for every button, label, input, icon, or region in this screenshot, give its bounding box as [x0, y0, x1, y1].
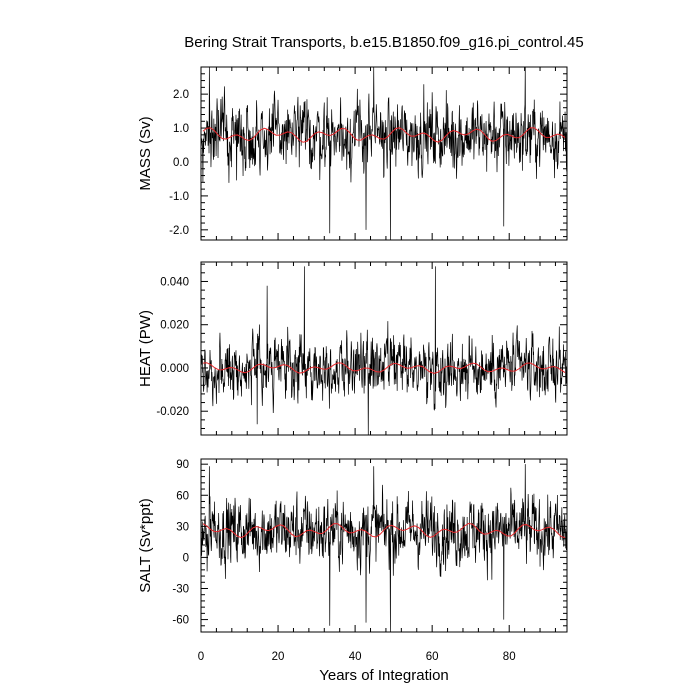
- panel-salt: -60 -30 0 30 60 90 SALT (Sv*ppt): [137, 458, 568, 633]
- y-tick-label: 0.000: [160, 363, 189, 375]
- x-tick-label: 80: [503, 651, 516, 663]
- x-tick-label: 20: [272, 651, 285, 663]
- panel-data-salt: [201, 464, 567, 632]
- y-tick-label: 1.0: [173, 123, 189, 135]
- raw-series-mass: [201, 67, 567, 240]
- y-axis-label-heat: HEAT (PW): [137, 310, 154, 387]
- y-tick-label: 0: [183, 552, 189, 564]
- y-tick-label: 30: [176, 521, 189, 533]
- x-tick-label: 0: [198, 651, 204, 663]
- x-axis-label: Years of Integration: [319, 667, 449, 684]
- chart-title: Bering Strait Transports, b.e15.B1850.f0…: [184, 34, 583, 51]
- smoothed-series-heat: [202, 362, 566, 374]
- panel-frame-mass: [200, 66, 568, 241]
- y-tick-label: 0.020: [160, 320, 189, 332]
- y-tick-label: 0.0: [173, 157, 189, 169]
- y-tick-label: 0.040: [160, 276, 189, 288]
- y-tick-label: -0.020: [156, 406, 189, 418]
- panel-heat: -0.020 0.000 0.020 0.040 HEAT (PW): [137, 261, 568, 436]
- y-tick-label: 2.0: [173, 89, 189, 101]
- x-axis: 0 20 40 60 80: [198, 651, 516, 663]
- x-tick-label: 40: [349, 651, 362, 663]
- panel-data-mass: [201, 67, 567, 240]
- y-tick-label: -60: [172, 615, 189, 627]
- y-tick-label: 60: [176, 490, 189, 502]
- y-tick-label: -2.0: [169, 225, 189, 237]
- y-tick-label: 90: [176, 459, 189, 471]
- raw-series-heat: [201, 266, 567, 435]
- y-tick-label: -30: [172, 583, 189, 595]
- panel-mass: -2.0 -1.0 0.0 1.0 2.0 MASS (Sv): [137, 66, 568, 241]
- raw-series-salt: [201, 464, 567, 632]
- y-axis-label-salt: SALT (Sv*ppt): [137, 498, 154, 592]
- panel-frame-salt: [200, 458, 568, 633]
- smoothed-series-mass: [202, 127, 566, 143]
- panel-frame-heat: [200, 261, 568, 436]
- smoothed-series-salt: [202, 522, 566, 539]
- y-axis-label-mass: MASS (Sv): [137, 116, 154, 190]
- panel-data-heat: [201, 266, 567, 435]
- x-tick-label: 60: [426, 651, 439, 663]
- y-tick-label: -1.0: [169, 191, 189, 203]
- chart-panels: -2.0 -1.0 0.0 1.0 2.0 MASS (Sv) -0.020 0.000 0.0…: [137, 66, 568, 633]
